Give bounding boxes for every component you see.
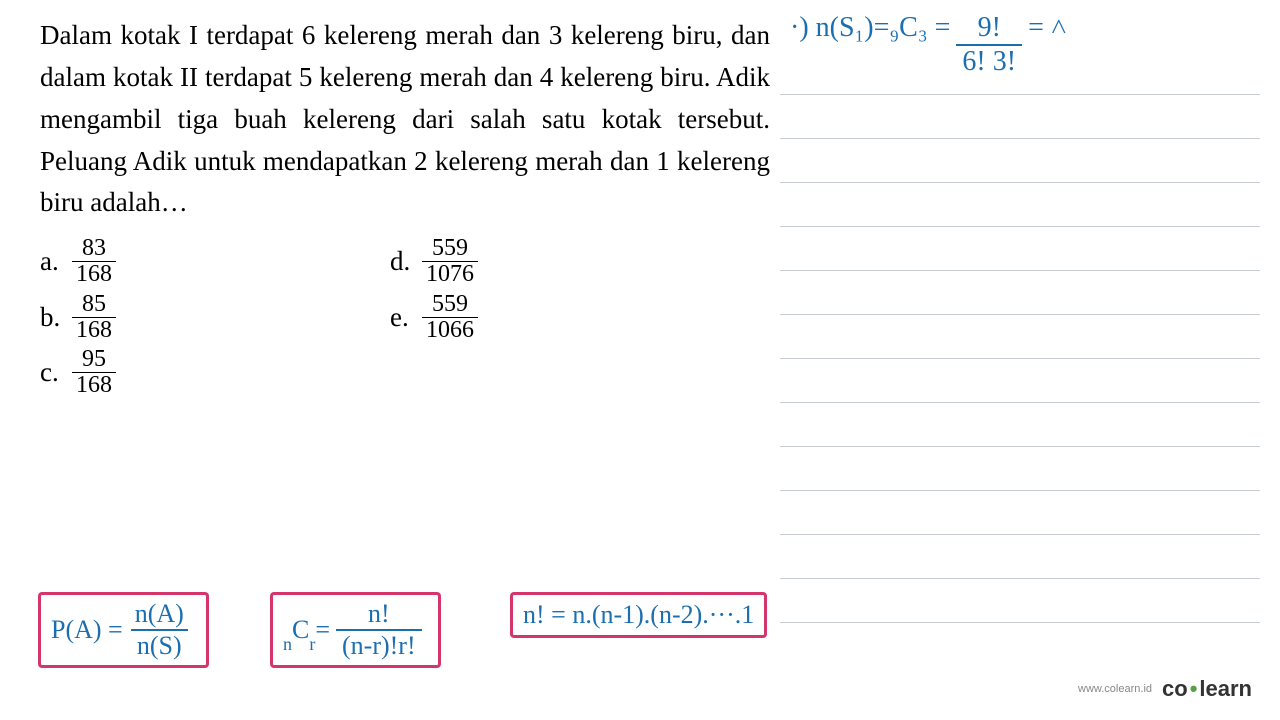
formula-box-probability: P(A) = n(A) n(S) <box>38 592 209 668</box>
box1-lhs: P(A) = <box>51 615 123 645</box>
option-a-fraction: 83 168 <box>72 236 116 287</box>
option-a-den: 168 <box>72 261 116 287</box>
handwritten-top-formula: ·) n(S₁)=₉C₃ = 9! 6! 3! = ˄ <box>790 12 1067 78</box>
option-a-num: 83 <box>78 236 110 261</box>
ruled-line <box>780 226 1260 227</box>
box1-den: n(S) <box>131 629 188 661</box>
option-e-fraction: 559 1066 <box>422 292 478 343</box>
hw-top-fraction: 9! 6! 3! <box>956 12 1022 78</box>
options-container: a. 83 168 b. 85 168 c. 95 168 <box>40 236 770 402</box>
option-d-num: 559 <box>428 236 472 261</box>
brand-logo: co•learn <box>1162 676 1252 702</box>
hw-top-den: 6! 3! <box>956 44 1022 78</box>
logo-co: co <box>1162 676 1188 701</box>
box3-text: n! = n.(n-1).(n-2).···.1 <box>523 600 754 630</box>
option-c: c. 95 168 <box>40 347 390 398</box>
option-c-num: 95 <box>78 347 110 372</box>
option-e-label: e. <box>390 302 422 333</box>
box1-num: n(A) <box>129 599 190 629</box>
option-a-label: a. <box>40 246 72 277</box>
ruled-line <box>780 446 1260 447</box>
option-d-label: d. <box>390 246 422 277</box>
option-c-den: 168 <box>72 372 116 398</box>
option-e-den: 1066 <box>422 317 478 343</box>
box2-eq: = <box>315 615 330 645</box>
option-d-den: 1076 <box>422 261 478 287</box>
ruled-line <box>780 94 1260 95</box>
options-col-left: a. 83 168 b. 85 168 c. 95 168 <box>40 236 390 402</box>
problem-block: Dalam kotak I terdapat 6 kelereng merah … <box>40 15 770 402</box>
option-b-den: 168 <box>72 317 116 343</box>
box2-C: C <box>292 615 309 645</box>
option-d: d. 559 1076 <box>390 236 478 287</box>
option-b-fraction: 85 168 <box>72 292 116 343</box>
hw-top-num: 9! <box>972 12 1007 44</box>
option-c-fraction: 95 168 <box>72 347 116 398</box>
hw-top-suffix: = ˄ <box>1028 12 1067 44</box>
option-d-fraction: 559 1076 <box>422 236 478 287</box>
ruled-line <box>780 578 1260 579</box>
ruled-line <box>780 270 1260 271</box>
box2-fraction: n! (n-r)!r! <box>336 599 422 661</box>
ruled-line <box>780 358 1260 359</box>
ruled-line <box>780 622 1260 623</box>
option-b: b. 85 168 <box>40 292 390 343</box>
ruled-line <box>780 182 1260 183</box>
footer-url: www.colearn.id <box>1078 683 1152 695</box>
formula-box-factorial: n! = n.(n-1).(n-2).···.1 <box>510 592 767 638</box>
formula-box-combination: n C r = n! (n-r)!r! <box>270 592 441 668</box>
footer: www.colearn.id co•learn <box>1078 676 1252 702</box>
options-col-right: d. 559 1076 e. 559 1066 <box>390 236 478 402</box>
ruled-line <box>780 314 1260 315</box>
problem-text: Dalam kotak I terdapat 6 kelereng merah … <box>40 15 770 224</box>
option-b-num: 85 <box>78 292 110 317</box>
box2-den: (n-r)!r! <box>336 629 422 661</box>
option-a: a. 83 168 <box>40 236 390 287</box>
option-e: e. 559 1066 <box>390 292 478 343</box>
ruled-line <box>780 534 1260 535</box>
box2-n: n <box>283 634 292 655</box>
box2-num: n! <box>362 599 396 629</box>
option-e-num: 559 <box>428 292 472 317</box>
ruled-line <box>780 490 1260 491</box>
logo-learn: learn <box>1199 676 1252 701</box>
option-c-label: c. <box>40 357 72 388</box>
box1-fraction: n(A) n(S) <box>129 599 190 661</box>
notes-area <box>780 10 1260 640</box>
ruled-line <box>780 402 1260 403</box>
hw-top-prefix: ·) n(S₁)=₉C₃ = <box>790 12 950 44</box>
option-b-label: b. <box>40 302 72 333</box>
ruled-line <box>780 138 1260 139</box>
logo-dot-icon: • <box>1190 676 1198 701</box>
